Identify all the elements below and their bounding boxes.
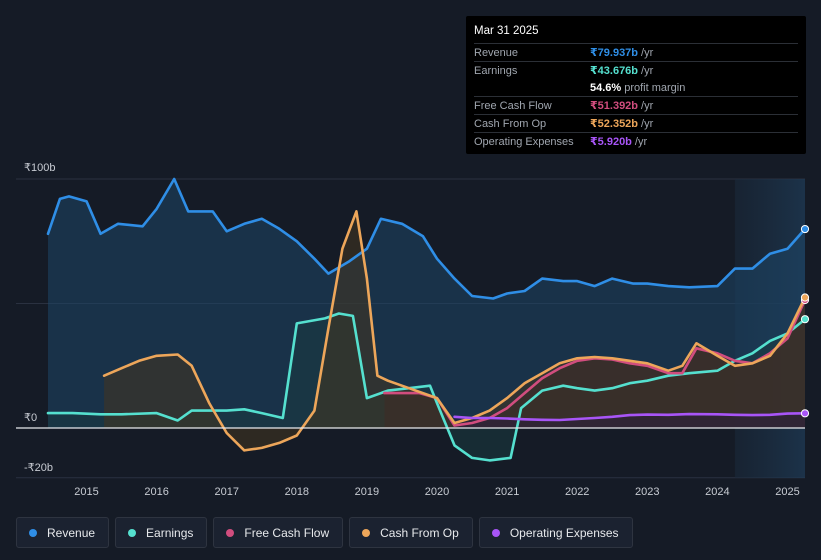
revenue-dot-icon (29, 528, 37, 537)
cash-from-op-end-point (800, 293, 810, 302)
y-tick-label: ₹100b (24, 162, 55, 174)
chart-legend: Revenue Earnings Free Cash Flow Cash Fro… (16, 517, 633, 548)
y-tick-label: -₹20b (24, 462, 53, 474)
revenue-line (46, 177, 807, 300)
tooltip-unit: profit margin (624, 81, 686, 94)
tooltip-value: ₹79.937b (590, 47, 639, 59)
tooltip-row-profit-margin: 54.6% profit margin (474, 79, 798, 96)
x-tick-label: 2021 (495, 486, 519, 498)
legend-label: Earnings (146, 525, 194, 540)
tooltip-value: ₹51.392b (590, 100, 639, 112)
x-tick-label: 2025 (775, 486, 799, 498)
tooltip-label: Earnings (474, 64, 518, 77)
legend-label: Cash From Op (380, 525, 459, 540)
tooltip-unit: /yr (641, 99, 654, 112)
x-tick-label: 2017 (214, 486, 238, 498)
tooltip-unit: /yr (641, 117, 654, 130)
tooltip-value: ₹52.352b (590, 118, 639, 130)
x-tick-label: 2016 (144, 486, 168, 498)
legend-label: Free Cash Flow (244, 525, 330, 540)
tooltip-date: Mar 31 2025 (474, 25, 539, 37)
data-tooltip: Mar 31 2025 Revenue ₹79.937b /yr Earning… (466, 16, 806, 154)
legend-label: Operating Expenses (509, 525, 619, 540)
tooltip-unit: /yr (641, 46, 654, 59)
cash-from-op-dot-icon (362, 528, 371, 537)
cash-from-op-area (104, 211, 806, 451)
legend-item-cash-from-op[interactable]: Cash From Op (349, 517, 473, 548)
x-tick-label: 2024 (705, 486, 729, 498)
x-tick-label: 2020 (425, 486, 449, 498)
free-cash-flow-dot-icon (226, 528, 235, 537)
x-tick-label: 2015 (74, 486, 98, 498)
tooltip-label: Revenue (474, 46, 519, 59)
tooltip-value: ₹43.676b (590, 65, 639, 77)
tooltip-row-operating-expenses: Operating Expenses ₹5.920b /yr (474, 132, 798, 150)
cash-from-op-line (102, 210, 807, 452)
operating-expenses-area (454, 413, 805, 428)
earnings-dot-icon (128, 528, 137, 537)
tooltip-row-revenue: Revenue ₹79.937b /yr (474, 43, 798, 61)
x-tick-label: 2018 (285, 486, 309, 498)
legend-label: Revenue (47, 525, 96, 540)
legend-item-earnings[interactable]: Earnings (115, 517, 208, 548)
tooltip-row-free-cash-flow: Free Cash Flow ₹51.392b /yr (474, 96, 798, 114)
legend-item-free-cash-flow[interactable]: Free Cash Flow (213, 517, 344, 548)
tooltip-row-cash-from-op: Cash From Op ₹52.352b /yr (474, 114, 798, 132)
tooltip-value: 54.6% (590, 81, 622, 94)
operating-expenses-line (453, 412, 807, 422)
x-tick-label: 2019 (355, 486, 379, 498)
y-tick-label: ₹0 (24, 412, 37, 424)
tooltip-value: ₹5.920b (590, 136, 632, 148)
tooltip-label: Free Cash Flow (474, 99, 552, 112)
x-tick-label: 2022 (565, 486, 589, 498)
tooltip-label: Cash From Op (474, 117, 547, 130)
legend-item-revenue[interactable]: Revenue (16, 517, 110, 548)
tooltip-row-earnings: Earnings ₹43.676b /yr (474, 61, 798, 79)
tooltip-label: Operating Expenses (474, 135, 574, 148)
operating-expenses-dot-icon (491, 528, 500, 537)
revenue-end-point (800, 224, 810, 234)
earnings-end-point (800, 315, 810, 324)
operating-expenses-end-point (800, 409, 810, 418)
tooltip-unit: /yr (634, 135, 648, 148)
tooltip-unit: /yr (641, 64, 654, 77)
legend-item-operating-expenses[interactable]: Operating Expenses (478, 517, 633, 548)
x-tick-label: 2023 (635, 486, 659, 498)
